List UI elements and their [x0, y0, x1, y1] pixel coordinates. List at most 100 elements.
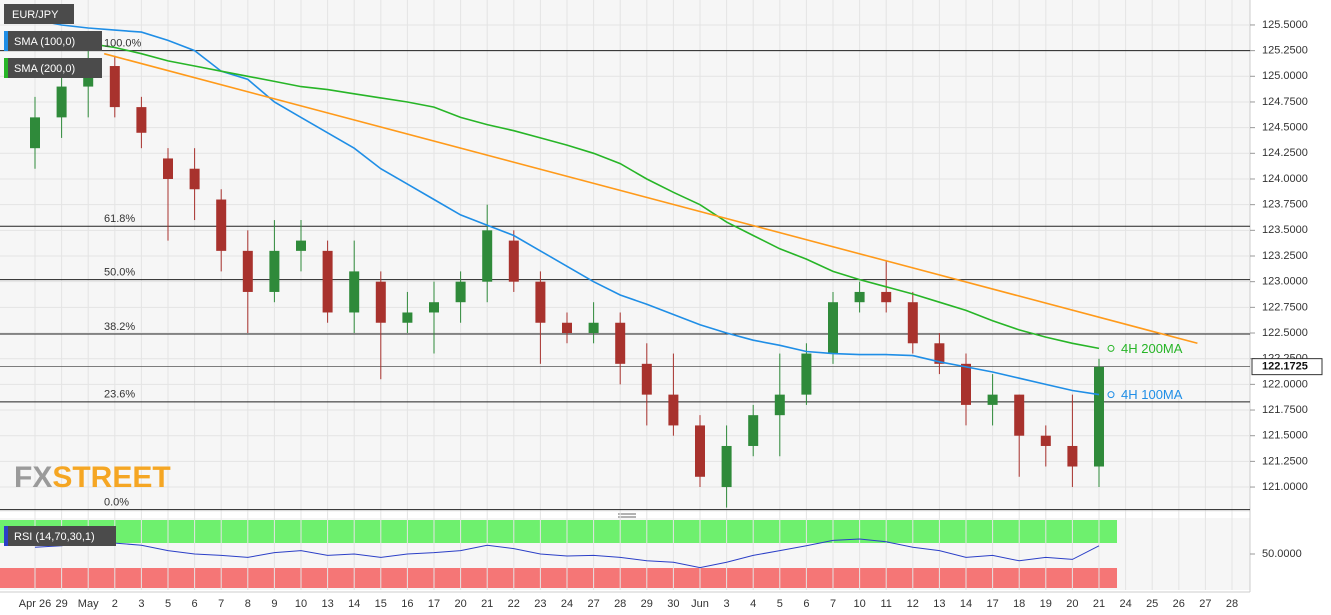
legend-box — [4, 526, 116, 546]
x-tick-label: 16 — [401, 598, 413, 610]
y-tick-label: 124.0000 — [1262, 173, 1308, 185]
y-tick-label: 124.5000 — [1262, 122, 1308, 134]
annotation-marker — [1107, 391, 1115, 399]
candle-body — [482, 230, 493, 282]
x-tick-label: 11 — [880, 598, 891, 610]
labels: EUR/JPY SMA (100,0) SMA (200,0) RSI (14,… — [4, 4, 1323, 610]
x-tick-label: 24 — [561, 598, 573, 610]
y-tick-label: 125.5000 — [1262, 19, 1308, 31]
candle-body — [562, 322, 572, 334]
x-tick-label: 21 — [1093, 598, 1105, 610]
x-tick-label: 30 — [667, 598, 679, 610]
x-tick-label: 3 — [138, 598, 144, 610]
annotation-marker — [1107, 344, 1115, 352]
fib-label: 50.0% — [104, 267, 135, 279]
y-tick-label: 123.0000 — [1262, 276, 1308, 288]
candle-body — [615, 322, 626, 364]
candle-body — [136, 107, 147, 133]
x-tick-label: Jun — [691, 598, 709, 610]
candle-body — [588, 322, 599, 334]
logo-part: FX — [14, 461, 52, 494]
x-tick-label: 14 — [348, 598, 360, 610]
fib-label: 100.0% — [104, 38, 142, 50]
x-tick-label: 2 — [112, 598, 118, 610]
logo-part: STREET — [52, 461, 170, 494]
candle-body — [349, 271, 360, 313]
x-tick-label: 20 — [454, 598, 466, 610]
candle-body — [508, 240, 519, 282]
y-tick-label: 123.2500 — [1262, 250, 1308, 262]
y-tick-label: 124.2500 — [1262, 147, 1308, 159]
candle-body — [242, 250, 253, 292]
fib-label: 23.6% — [104, 389, 135, 401]
candle-body — [641, 363, 652, 395]
x-tick-label: 21 — [481, 598, 493, 610]
x-tick-label: 24 — [1119, 598, 1131, 610]
x-tick-label: 6 — [192, 598, 198, 610]
candle-body — [375, 281, 386, 323]
candle-body — [881, 291, 892, 303]
candle-body — [828, 302, 838, 354]
candle-body — [1094, 366, 1104, 467]
y-tick-label: 121.5000 — [1262, 430, 1308, 442]
candle-body — [774, 394, 785, 416]
y-tick-label: 122.0000 — [1262, 378, 1308, 390]
oversold-zone — [0, 568, 1117, 588]
x-tick-label: 5 — [777, 598, 783, 610]
candle-body — [30, 117, 40, 149]
x-tick-label: 17 — [986, 598, 998, 610]
indicator-name: RSI (14,70,30,1) — [14, 531, 95, 543]
candle-body — [269, 250, 280, 292]
fib-label: 38.2% — [104, 321, 135, 333]
ma-line — [34, 19, 1100, 396]
candle-body — [296, 240, 306, 251]
candle-body — [56, 86, 67, 118]
candle-body — [163, 158, 173, 179]
x-tick-label: 29 — [641, 598, 653, 610]
legend-entry: SMA (100,0) — [14, 36, 75, 48]
x-tick-label: 6 — [803, 598, 809, 610]
x-tick-label: 4 — [750, 598, 756, 610]
legend-box — [4, 58, 102, 78]
candle-body — [455, 281, 466, 303]
legend-swatch — [4, 31, 8, 51]
y-tick-label: 122.5000 — [1262, 327, 1308, 339]
candle-body — [402, 312, 413, 323]
candle-body — [1067, 445, 1078, 467]
y-tick-label: 123.5000 — [1262, 224, 1308, 236]
x-tick-label: 10 — [853, 598, 865, 610]
candle-body — [961, 363, 971, 405]
candle-body — [189, 168, 200, 190]
y-tick-label: 125.2500 — [1262, 45, 1308, 57]
x-tick-label: 9 — [271, 598, 277, 610]
x-tick-label: Apr 26 — [19, 598, 51, 610]
candle-body — [535, 281, 546, 323]
candle-body — [801, 353, 812, 395]
x-tick-label: 7 — [830, 598, 836, 610]
legend-box — [4, 4, 74, 24]
x-tick-label: 13 — [933, 598, 945, 610]
overbought-zone — [0, 520, 1117, 543]
x-tick-label: 22 — [508, 598, 520, 610]
candle-body — [987, 394, 998, 405]
candle-body — [668, 394, 679, 426]
x-tick-label: 10 — [295, 598, 307, 610]
x-tick-label: 27 — [1199, 598, 1211, 610]
y-tick-label: 123.7500 — [1262, 199, 1308, 211]
legend-swatch — [4, 58, 8, 78]
x-tick-label: 19 — [1040, 598, 1052, 610]
candle-body — [748, 415, 759, 446]
x-tick-label: 14 — [960, 598, 972, 610]
annotation: 4H 200MA — [1121, 341, 1183, 356]
marks — [30, 19, 1198, 569]
grid — [0, 0, 1255, 590]
x-tick-label: 17 — [428, 598, 440, 610]
candle-body — [1040, 435, 1051, 446]
x-tick-label: 3 — [724, 598, 730, 610]
logo: FXSTREET — [14, 461, 171, 494]
last-price-label: 122.1725 — [1262, 361, 1308, 373]
candle-body — [721, 445, 732, 488]
y-tick-label: 50.0000 — [1262, 548, 1302, 560]
candle-body — [216, 199, 227, 251]
annotation: 4H 100MA — [1121, 387, 1183, 402]
